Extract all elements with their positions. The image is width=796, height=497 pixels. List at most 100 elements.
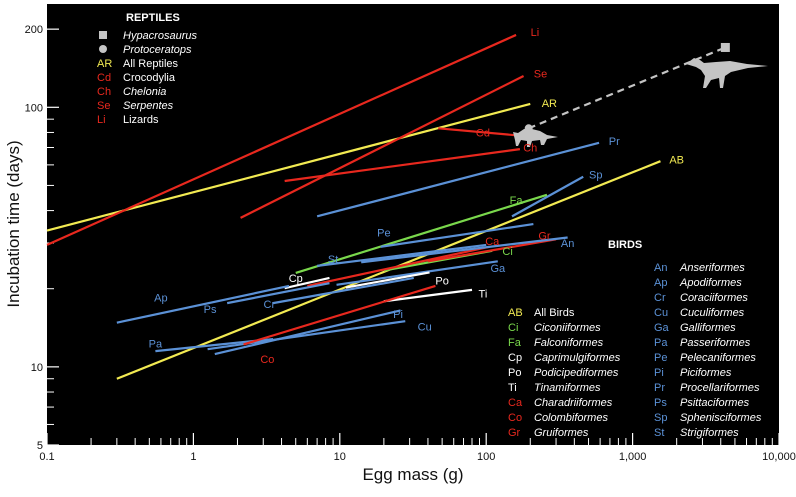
key-abbr: Gr [508, 427, 521, 439]
x-tick-label: 1 [190, 451, 196, 463]
key-name: Anseriformes [679, 262, 745, 274]
reptile-key-row: Li Lizards [97, 114, 159, 126]
key-name: Falconiformes [534, 337, 604, 349]
key-abbr: Cr [654, 292, 666, 304]
key-abbr: Pe [654, 352, 667, 364]
key-name: Chelonia [123, 86, 166, 98]
key-abbr: Cp [508, 352, 522, 364]
series-label-gr: Gr [538, 231, 551, 243]
bird-key-row: Ap Apodiformes [654, 277, 742, 289]
bird-key-row: Ga Galliformes [654, 322, 736, 334]
reptile-key-row: Protoceratops [99, 44, 192, 56]
key-name: Charadriiformes [534, 397, 613, 409]
y-tick-label: 10 [31, 362, 43, 374]
key-abbr: Ch [97, 86, 111, 98]
bird-key-row: Fa Falconiformes [508, 337, 604, 349]
series-labels: AR Li Se Ch Cd AB Pr Sp Fa Ci Pe St Ca Gr An Ga Cp Po Ti Ap… [149, 27, 684, 366]
key-abbr: Pr [654, 382, 665, 394]
bird-key-row: Pe Pelecaniformes [654, 352, 756, 364]
birds-heading: BIRDS [608, 239, 642, 251]
key-abbr: Se [97, 100, 110, 112]
reptile-key-row: AR All Reptiles [97, 58, 179, 70]
key-abbr: Sp [654, 412, 667, 424]
key-name: Pelecaniformes [680, 352, 756, 364]
x-tick-label: 0.1 [39, 451, 54, 463]
series-label-cd: Cd [476, 127, 490, 139]
series-label-fa: Fa [510, 195, 524, 207]
bird-key-row: Cp Caprimulgiformes [508, 352, 621, 364]
key-name: All Birds [534, 307, 575, 319]
series-line-st [316, 243, 487, 267]
series-line-ga [336, 260, 498, 286]
y-axis-title: Incubation time (days) [4, 140, 23, 307]
key-name: Caprimulgiformes [534, 352, 621, 364]
legend: REPTILES Hypacrosaurus Protoceratops AR All … [97, 12, 762, 439]
key-name: Colombiformes [534, 412, 608, 424]
reptiles-heading: REPTILES [126, 12, 180, 24]
key-name: Lizards [123, 114, 159, 126]
series-line-an [361, 236, 568, 264]
bird-key-row: Ci Ciconiiformes [508, 322, 601, 334]
series-label-ca: Ca [485, 236, 500, 248]
key-name: All Reptiles [123, 58, 179, 70]
series-line-ca [307, 245, 490, 288]
series-lines [46, 33, 661, 380]
x-tick-label: 100 [477, 451, 495, 463]
key-abbr: Po [508, 367, 521, 379]
series-label-po: Po [435, 276, 448, 288]
bird-key-row: Cr Coraciiformes [654, 292, 748, 304]
bird-key-row: Pi Piciformes [654, 367, 732, 379]
key-abbr: Ca [508, 397, 523, 409]
reptile-key-row: Ch Chelonia [97, 86, 166, 98]
series-label-sp: Sp [589, 170, 602, 182]
y-tick-label: 100 [25, 102, 43, 114]
key-abbr: AR [97, 58, 112, 70]
key-name: Podicipediformes [534, 367, 619, 379]
y-tick-label: 200 [25, 24, 43, 36]
series-label-st: St [328, 254, 338, 266]
key-abbr: Ti [508, 382, 517, 394]
series-label-ab: AB [669, 154, 684, 166]
series-line-pe [380, 222, 534, 248]
series-label-se: Se [534, 68, 547, 80]
series-line-cp [284, 276, 330, 290]
key-name: Psittaciformes [680, 397, 750, 409]
bird-key-row: Gr Gruiformes [508, 427, 589, 439]
bird-key-row: Po Podicipediformes [508, 367, 619, 379]
bird-key-row: Ti Tinamiformes [508, 382, 601, 394]
series-line-fa [295, 193, 548, 275]
series-line-cu [207, 320, 406, 351]
key-name: Crocodylia [123, 72, 176, 84]
key-abbr: Li [97, 114, 106, 126]
bird-key-row: Ca Charadriiformes [508, 397, 613, 409]
series-line-cr [272, 276, 414, 305]
series-line-pi [214, 309, 401, 356]
plot-background [47, 4, 779, 445]
key-abbr: An [654, 262, 667, 274]
key-name: Serpentes [123, 100, 174, 112]
hypacrosaurus-silhouette-icon [686, 58, 768, 88]
series-label-pr: Pr [609, 136, 620, 148]
x-axis-title: Egg mass (g) [362, 465, 463, 484]
reptile-key-row: Se Serpentes [97, 100, 174, 112]
series-line-gr [427, 238, 557, 263]
series-line-ch [284, 148, 521, 183]
key-name: Apodiformes [679, 277, 742, 289]
key-abbr: Ps [654, 397, 667, 409]
key-abbr: Fa [508, 337, 522, 349]
key-square-marker [99, 31, 107, 39]
bird-key-row: AB All Birds [508, 307, 575, 319]
key-name: Galliformes [680, 322, 736, 334]
protoceratops-silhouette-icon [513, 129, 558, 147]
series-line-se [240, 75, 525, 219]
key-abbr: Ga [654, 322, 670, 334]
series-label-ar: AR [542, 98, 557, 110]
x-tick-label: 1,000 [619, 451, 647, 463]
series-label-ch: Ch [523, 143, 537, 155]
key-name: Strigiformes [680, 427, 739, 439]
key-abbr: Cu [654, 307, 668, 319]
bird-key-row: An Anseriformes [654, 262, 745, 274]
series-label-li: Li [531, 27, 540, 39]
key-name: Passeriformes [680, 337, 751, 349]
bird-key-row: Co Colombiformes [508, 412, 608, 424]
